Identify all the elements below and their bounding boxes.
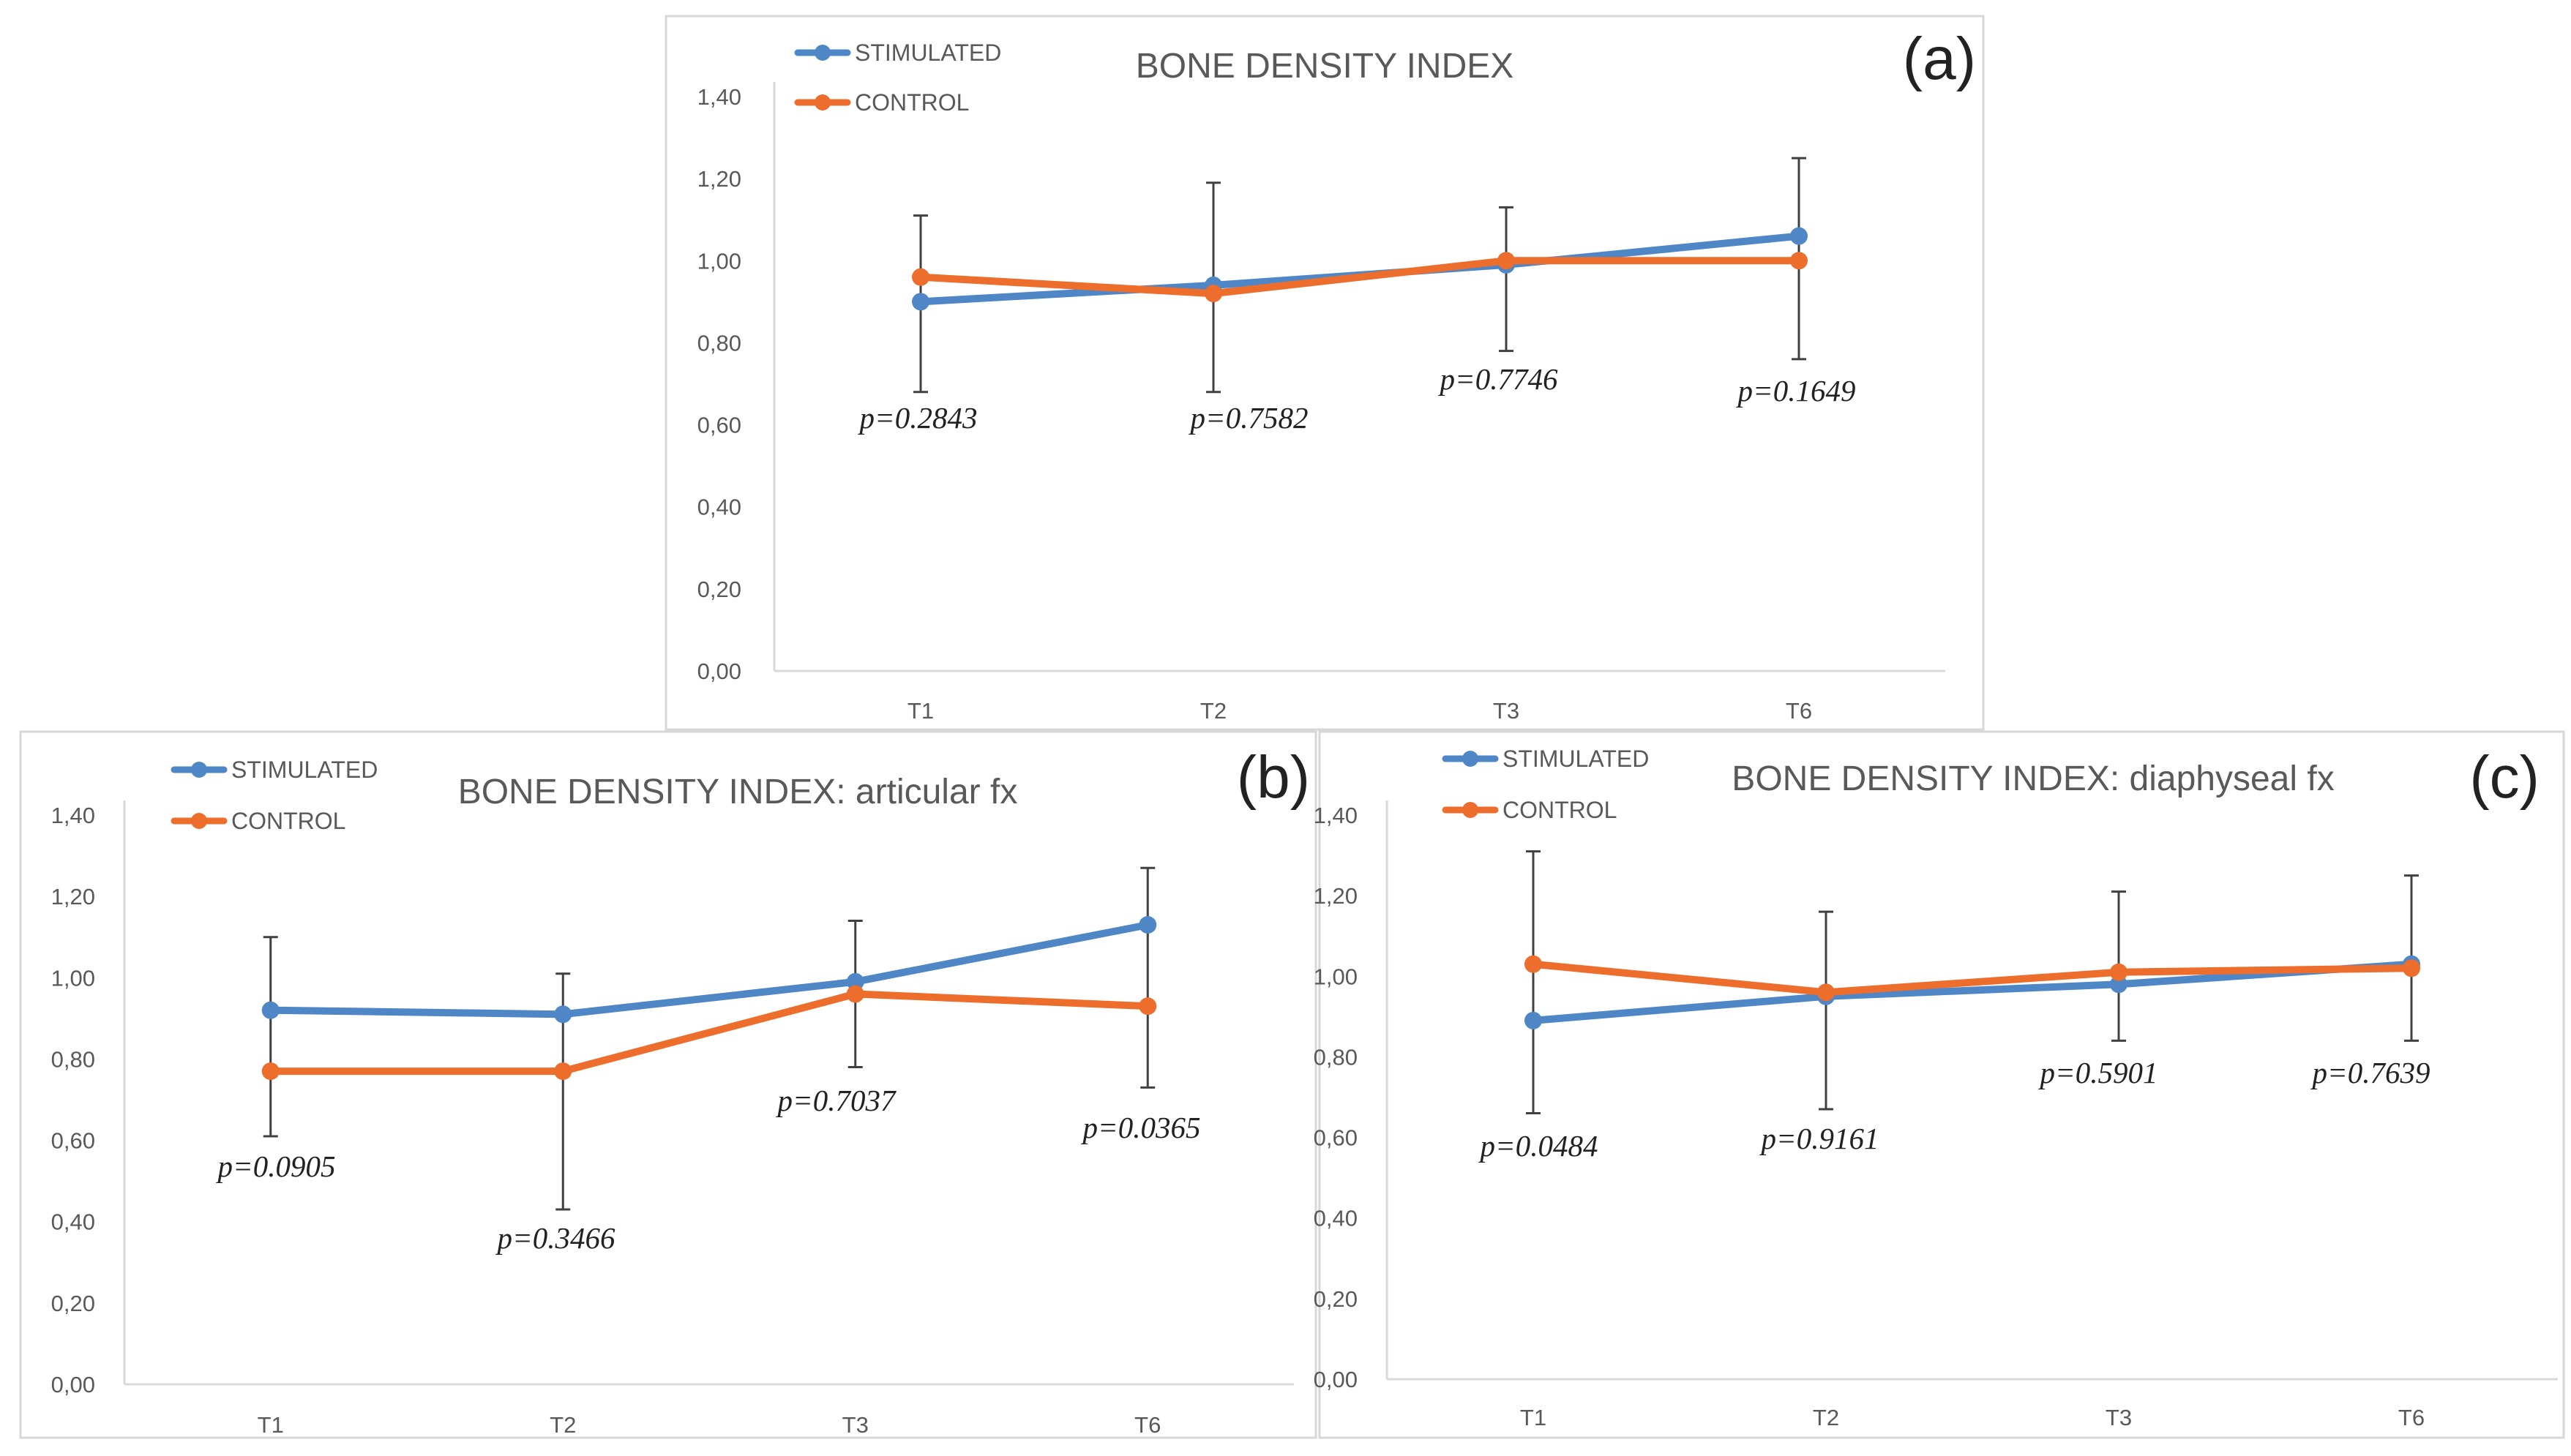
x-tick-label: T6 [1786, 698, 1812, 724]
data-point-stimulated [1524, 1011, 1542, 1029]
data-point-stimulated [2110, 975, 2127, 994]
p-value-annotation: p=0.7037 [776, 1084, 897, 1117]
p-value-annotation: p=0.2843 [858, 401, 978, 435]
x-tick-label: T3 [2106, 1405, 2132, 1430]
series-line-stimulated [1530, 960, 2415, 1024]
data-point-stimulated [1139, 916, 1157, 934]
y-tick-label: 0,40 [1314, 1206, 1358, 1231]
x-tick-label: T1 [258, 1412, 284, 1438]
chart-panel-3: 0,00 0,20 0,40 0,60 0,80 1,00 1,20 1,40 T1 T2 T3 T6… [1314, 730, 2565, 1439]
p-value-annotation: p=0.0484 [1478, 1129, 1598, 1163]
legend-swatch-marker [191, 762, 207, 778]
data-point-control [1817, 983, 1835, 1002]
legend-label: CONTROL [855, 89, 969, 116]
p-value-annotation: p=0.9161 [1759, 1122, 1879, 1155]
y-tick-label: 0,80 [697, 330, 741, 356]
legend-label: STIMULATED [1502, 746, 1649, 772]
data-point-stimulated [1790, 227, 1808, 245]
p-value-annotation: p=0.3466 [495, 1221, 615, 1255]
y-tick-label: 0,60 [51, 1128, 95, 1154]
y-tick-label: 0,60 [1314, 1125, 1358, 1151]
data-point-stimulated [846, 972, 864, 991]
y-tick-label: 0,20 [697, 577, 741, 602]
series-line-stimulated [266, 921, 1152, 1018]
chart-title: BONE DENSITY INDEX: diaphyseal fx [1732, 759, 2334, 798]
data-point-control [912, 268, 929, 286]
chart-panel-1: 0,00 0,20 0,40 0,60 0,80 1,00 1,20 1,40 T1 T2 T3 T6… [665, 15, 1985, 731]
legend-label: CONTROL [1502, 797, 1617, 823]
p-value-annotation: p=0.7746 [1438, 362, 1558, 396]
y-tick-label: 1,00 [697, 248, 741, 274]
y-tick-label: 0,20 [1314, 1286, 1358, 1312]
y-tick-label: 1,20 [697, 166, 741, 192]
chart-frame [19, 730, 1317, 1439]
x-tick-label: T3 [842, 1412, 869, 1438]
legend-swatch-marker [815, 45, 831, 61]
legend-swatch-marker [815, 94, 831, 110]
x-tick-label: T2 [550, 1412, 576, 1438]
y-tick-label: 0,00 [51, 1372, 95, 1397]
x-tick-label: T1 [907, 698, 934, 724]
data-point-control [1139, 997, 1157, 1016]
y-tick-label: 1,20 [51, 884, 95, 909]
data-point-stimulated [554, 1005, 572, 1024]
y-tick-label: 0,80 [51, 1046, 95, 1072]
data-point-control [1790, 252, 1808, 270]
p-value-annotation: p=0.0365 [1081, 1111, 1201, 1144]
chart-title: BONE DENSITY INDEX [1136, 47, 1514, 86]
series-line-control [1530, 960, 2415, 997]
p-value-annotation: p=0.7639 [2310, 1056, 2430, 1089]
panel-label: (c) [2469, 744, 2540, 811]
series-line-control [266, 990, 1152, 1076]
y-tick-label: 1,00 [51, 965, 95, 991]
data-point-control [1497, 252, 1515, 270]
legend-swatch-marker [1462, 751, 1478, 767]
x-tick-label: T2 [1813, 1405, 1839, 1430]
series-line-control [917, 257, 1803, 298]
data-point-control [1205, 285, 1222, 303]
y-tick-label: 1,40 [697, 84, 741, 110]
panel-label: (a) [1903, 26, 1976, 92]
y-tick-label: 1,40 [51, 803, 95, 828]
p-value-annotation: p=0.1649 [1736, 374, 1856, 408]
chart-panel-2: 0,00 0,20 0,40 0,60 0,80 1,00 1,20 1,40 T1 T2 T3 T6… [19, 730, 1317, 1439]
data-point-control [846, 985, 864, 1003]
y-tick-label: 0,00 [697, 658, 741, 684]
x-tick-label: T3 [1493, 698, 1519, 724]
y-tick-label: 0,80 [1314, 1044, 1358, 1070]
legend-swatch-marker [191, 813, 207, 829]
y-tick-label: 1,20 [1314, 883, 1358, 909]
p-value-annotation: p=0.7582 [1189, 401, 1309, 435]
chart-frame [1318, 730, 2565, 1439]
x-tick-label: T6 [2398, 1405, 2425, 1430]
legend-label: STIMULATED [231, 757, 378, 783]
y-tick-label: 0,40 [697, 495, 741, 520]
data-point-control [261, 1062, 280, 1081]
x-tick-label: T6 [1134, 1412, 1161, 1438]
legend-label: STIMULATED [855, 40, 1001, 66]
p-value-annotation: p=0.5901 [2038, 1056, 2158, 1089]
chart-title: BONE DENSITY INDEX: articular fx [458, 773, 1018, 811]
x-tick-label: T1 [1520, 1405, 1546, 1430]
data-point-control [2403, 959, 2420, 977]
x-tick-label: T2 [1200, 698, 1227, 724]
y-tick-label: 0,60 [697, 413, 741, 438]
p-value-annotation: p=0.0905 [216, 1149, 336, 1183]
data-point-stimulated [912, 293, 929, 311]
y-tick-label: 0,40 [51, 1209, 95, 1235]
y-tick-label: 1,00 [1314, 964, 1358, 989]
panel-label: (b) [1237, 744, 1310, 811]
y-tick-label: 0,00 [1314, 1367, 1358, 1392]
chart-frame [665, 15, 1985, 731]
y-tick-label: 0,20 [51, 1291, 95, 1316]
data-point-stimulated [261, 1001, 280, 1019]
y-tick-label: 1,40 [1314, 803, 1358, 828]
legend-swatch-marker [1462, 802, 1478, 818]
data-point-control [2110, 963, 2127, 981]
data-point-control [554, 1062, 572, 1081]
legend-label: CONTROL [231, 808, 345, 834]
data-point-control [1524, 955, 1542, 973]
